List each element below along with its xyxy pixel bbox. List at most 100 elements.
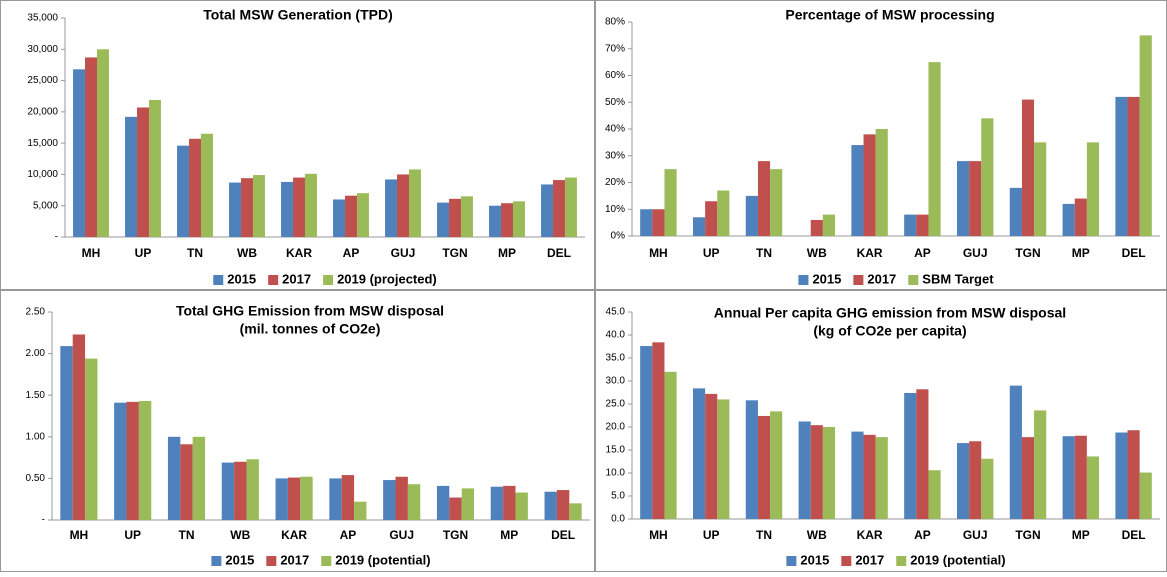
bar bbox=[1127, 430, 1140, 519]
y-tick-label: 15.0 bbox=[606, 445, 626, 456]
bar bbox=[770, 411, 783, 519]
legend-label: 2017 bbox=[280, 552, 309, 567]
bar bbox=[73, 69, 86, 238]
y-tick-label: 70% bbox=[605, 43, 625, 54]
x-tick-label: TGN bbox=[1015, 528, 1040, 542]
bar bbox=[1139, 472, 1152, 519]
bar bbox=[851, 145, 864, 236]
y-tick-label: 10% bbox=[605, 204, 625, 215]
bar bbox=[385, 179, 398, 237]
x-tick-label: MH bbox=[649, 246, 668, 260]
x-tick-label: WB bbox=[807, 246, 827, 260]
x-tick-label: UP bbox=[703, 246, 720, 260]
x-tick-label: GUJ bbox=[963, 528, 988, 542]
y-tick-label: 1.50 bbox=[26, 390, 46, 401]
bar bbox=[1139, 35, 1152, 236]
bar bbox=[810, 425, 823, 519]
bar bbox=[564, 177, 577, 237]
bar bbox=[1009, 385, 1022, 519]
bar bbox=[1115, 96, 1128, 237]
x-tick-label: MP bbox=[1072, 246, 1090, 260]
chart-title: Total GHG Emission from MSW disposal bbox=[176, 303, 444, 319]
bar bbox=[356, 193, 369, 237]
bar bbox=[125, 116, 138, 237]
y-tick-label: 30.0 bbox=[606, 376, 626, 387]
y-tick-label: 30% bbox=[605, 150, 625, 161]
legend-label: 2017 bbox=[855, 552, 884, 567]
y-tick-label: 25,000 bbox=[27, 75, 58, 86]
bar bbox=[126, 401, 139, 520]
y-tick-label: 5,000 bbox=[33, 200, 58, 211]
bar bbox=[1009, 187, 1022, 236]
bar bbox=[408, 169, 421, 237]
x-tick-label: TN bbox=[756, 528, 772, 542]
bar bbox=[200, 133, 213, 237]
bar bbox=[96, 49, 109, 238]
y-tick-label: 25.0 bbox=[606, 399, 626, 410]
x-tick-label: DEL bbox=[1122, 246, 1146, 260]
legend-swatch bbox=[786, 556, 797, 566]
y-tick-label: 20,000 bbox=[27, 106, 58, 117]
legend-swatch bbox=[841, 556, 852, 566]
bar bbox=[221, 462, 235, 520]
bar bbox=[304, 173, 317, 237]
bar bbox=[541, 184, 554, 237]
bar bbox=[1086, 142, 1100, 236]
bar bbox=[501, 203, 513, 237]
legend-label: 2017 bbox=[867, 271, 896, 286]
bar bbox=[544, 491, 557, 520]
legend-swatch bbox=[908, 275, 919, 285]
chart-subtitle: (mil. tonnes of CO2e) bbox=[240, 321, 381, 337]
y-tick-label: 0% bbox=[611, 231, 626, 242]
y-tick-label: 20% bbox=[605, 177, 625, 188]
y-tick-label: 35.0 bbox=[606, 353, 626, 364]
y-tick-label: 35,000 bbox=[27, 13, 58, 24]
y-tick-label: - bbox=[42, 515, 45, 526]
bar bbox=[345, 195, 357, 237]
bar bbox=[956, 161, 970, 236]
x-tick-label: MP bbox=[1072, 528, 1090, 542]
x-tick-label: DEL bbox=[547, 246, 571, 260]
legend-swatch bbox=[853, 275, 864, 285]
bar bbox=[397, 174, 409, 237]
x-tick-label: KAR bbox=[281, 528, 307, 542]
bar bbox=[692, 217, 706, 236]
bar bbox=[757, 161, 771, 236]
bar bbox=[717, 190, 730, 236]
bar bbox=[293, 177, 305, 237]
bar bbox=[981, 118, 994, 236]
bar bbox=[229, 182, 242, 237]
bar bbox=[329, 478, 342, 520]
x-tick-label: MP bbox=[500, 528, 518, 542]
x-tick-label: MH bbox=[82, 246, 101, 260]
bar bbox=[1062, 436, 1075, 519]
x-tick-label: MH bbox=[70, 528, 89, 542]
bar bbox=[490, 486, 504, 520]
bar bbox=[1086, 456, 1100, 519]
y-tick-label: 15,000 bbox=[27, 138, 58, 149]
x-tick-label: TGN bbox=[1015, 246, 1040, 260]
bar bbox=[664, 169, 677, 236]
y-tick-label: 50% bbox=[605, 97, 625, 108]
y-tick-label: - bbox=[55, 232, 58, 243]
bar bbox=[1021, 99, 1035, 236]
x-tick-label: GUJ bbox=[391, 246, 416, 260]
x-tick-label: UP bbox=[703, 528, 720, 542]
bar bbox=[72, 334, 86, 520]
bar bbox=[928, 470, 941, 519]
bar bbox=[981, 458, 994, 519]
bar bbox=[822, 427, 836, 519]
bar bbox=[863, 434, 876, 519]
x-tick-label: TGN bbox=[443, 528, 468, 542]
legend-swatch bbox=[213, 275, 224, 285]
bar bbox=[436, 485, 450, 520]
bar bbox=[652, 342, 665, 519]
bar bbox=[928, 62, 941, 236]
bar bbox=[287, 477, 301, 520]
y-tick-label: 40% bbox=[605, 124, 625, 135]
bar bbox=[863, 134, 876, 236]
bar bbox=[275, 478, 288, 520]
bar bbox=[969, 161, 982, 236]
bar bbox=[640, 209, 653, 236]
